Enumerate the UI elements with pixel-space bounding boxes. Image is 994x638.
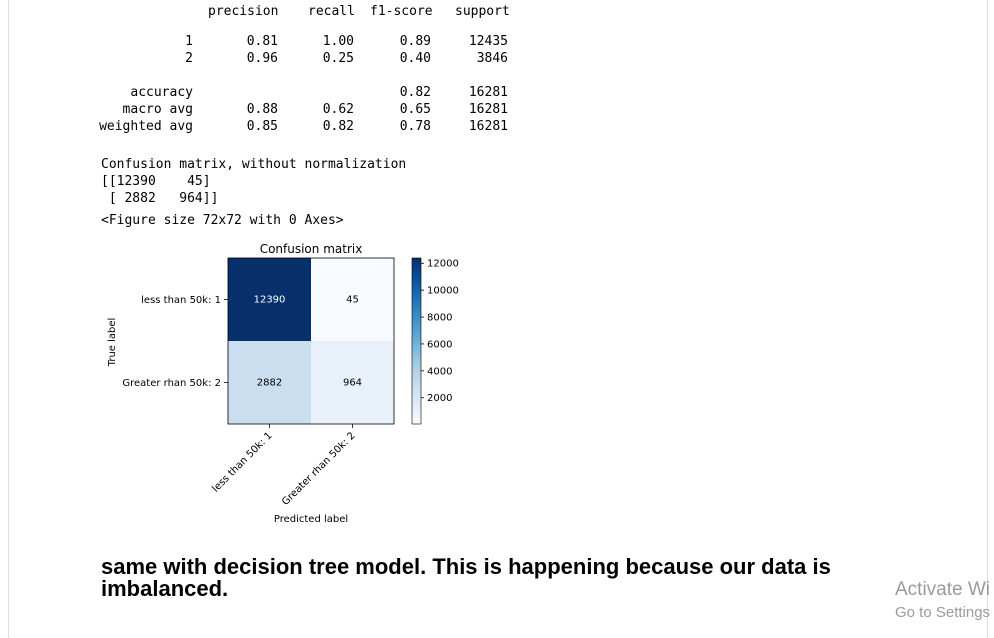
report-row: 2 0.96 0.25 0.40 3846 — [101, 51, 521, 68]
report-header-row: precision recall f1-score support — [101, 4, 510, 21]
activate-windows-watermark: Activate Wi — [895, 579, 991, 600]
x-tick-label: less than 50k: 1 — [210, 430, 274, 494]
colorbar-gradient — [411, 257, 422, 425]
report-cell-recall: 1.00 — [322, 34, 354, 49]
cm-array-line-2: [ 2882 964]] — [101, 191, 219, 206]
report-cell-support: 16281 — [468, 119, 508, 134]
report-cell-label: 2 — [185, 51, 193, 66]
report-row: accuracy 0.82 16281 — [101, 85, 521, 102]
report-cell-precision: 0.88 — [246, 102, 278, 117]
confusion-matrix-chart: Confusion matrix True label Predicted la… — [107, 242, 459, 525]
report-row: macro avg 0.88 0.62 0.65 16281 — [101, 102, 521, 119]
header-support: support — [455, 4, 510, 19]
cell-value-label: 964 — [343, 378, 362, 389]
report-cell-support: 16281 — [468, 102, 508, 117]
figure-repr-text: <Figure size 72x72 with 0 Axes> — [101, 213, 344, 228]
markdown-heading: same with decision tree model. This is h… — [101, 554, 831, 601]
chart-title: Confusion matrix — [260, 242, 363, 256]
report-cell-support: 3846 — [476, 51, 508, 66]
report-cell-recall: 0.62 — [322, 102, 354, 117]
report-cell-label: weighted avg — [99, 119, 193, 134]
y-tick-label: less than 50k: 1 — [141, 295, 221, 306]
report-cell-label: accuracy — [130, 85, 193, 100]
report-cell-recall: 0.82 — [322, 119, 354, 134]
go-to-settings-watermark: Go to Settings — [895, 604, 991, 621]
colorbar-tick-label: 8000 — [427, 313, 452, 324]
heatmap-frame — [227, 257, 395, 425]
colorbar-tick-label: 2000 — [427, 393, 452, 404]
report-row: weighted avg 0.85 0.82 0.78 16281 — [99, 119, 521, 136]
heatmap-cell — [311, 258, 394, 341]
cell-value-label: 45 — [346, 295, 359, 306]
x-axis-label: Predicted label — [274, 514, 348, 525]
heatmap-cell — [311, 341, 394, 424]
colorbar-tick-label: 10000 — [427, 286, 459, 297]
report-cell-f1: 0.78 — [399, 119, 431, 134]
cell-value-label: 12390 — [254, 295, 286, 306]
report-cell-f1: 0.89 — [399, 34, 431, 49]
x-tick-label: Greater rhan 50k: 2 — [280, 430, 358, 508]
y-axis-label: True label — [107, 318, 118, 368]
report-cell-recall: 0.25 — [322, 51, 354, 66]
notebook-cell-frame — [8, 0, 988, 638]
report-cell-precision: 0.81 — [246, 34, 278, 49]
report-cell-label: 1 — [185, 34, 193, 49]
report-cell-precision: 0.96 — [246, 51, 278, 66]
report-cell-support: 12435 — [468, 34, 508, 49]
heatmap-cell — [228, 341, 311, 424]
report-cell-precision: 0.85 — [246, 119, 278, 134]
report-cell-support: 16281 — [468, 85, 508, 100]
cm-title-text: Confusion matrix, without normalization — [101, 157, 407, 172]
y-tick-label: Greater rhan 50k: 2 — [122, 378, 221, 389]
report-cell-f1: 0.40 — [399, 51, 431, 66]
colorbar-tick-label: 12000 — [427, 259, 459, 270]
report-cell-label: macro avg — [122, 102, 193, 117]
colorbar-tick-label: 6000 — [427, 339, 452, 350]
header-f1-score: f1-score — [370, 4, 433, 19]
report-row: 1 0.81 1.00 0.89 12435 — [101, 34, 521, 51]
cell-value-label: 2882 — [257, 378, 282, 389]
header-precision: precision — [208, 4, 279, 19]
cm-array-line-1: [[12390 45] — [101, 174, 211, 189]
report-cell-f1: 0.65 — [399, 102, 431, 117]
heatmap-cell — [228, 258, 311, 341]
colorbar: 12000 10000 8000 6000 4000 2000 — [411, 257, 459, 425]
report-cell-f1: 0.82 — [399, 85, 431, 100]
colorbar-tick-label: 4000 — [427, 366, 452, 377]
header-recall: recall — [308, 4, 355, 19]
classification-report: precision recall f1-score support 1 0.81 1… — [99, 4, 510, 134]
